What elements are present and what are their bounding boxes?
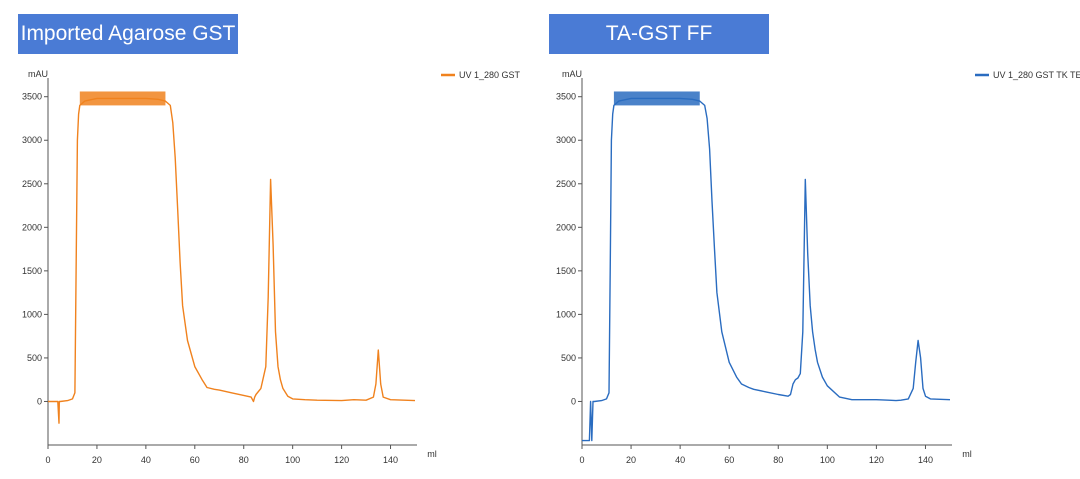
chart-right: 0 500 1000 1500 2000 2500 3000 3500 0 20 40 60 80 100… bbox=[556, 69, 1080, 465]
y-tick-label: 3000 bbox=[556, 135, 576, 145]
y-tick-label: 2000 bbox=[22, 222, 42, 232]
x-axis-label: ml bbox=[962, 449, 972, 459]
x-tick-label: 40 bbox=[141, 455, 151, 465]
x-tick-label: 20 bbox=[626, 455, 636, 465]
y-tick-label: 1500 bbox=[22, 266, 42, 276]
series-line bbox=[582, 97, 951, 442]
x-tick-label: 100 bbox=[285, 455, 300, 465]
x-tick-label: 120 bbox=[869, 455, 884, 465]
series-plateau-band bbox=[613, 91, 700, 106]
x-tick-label: 0 bbox=[579, 455, 584, 465]
x-tick-label: 140 bbox=[383, 455, 398, 465]
y-tick-label: 1000 bbox=[22, 309, 42, 319]
chart-title-left: Imported Agarose GST bbox=[18, 14, 238, 54]
chart-title-right: TA-GST FF bbox=[549, 14, 769, 54]
x-axis-label: ml bbox=[427, 449, 437, 459]
series-line bbox=[48, 97, 416, 424]
x-tick-label: 100 bbox=[820, 455, 835, 465]
y-tick-label: 500 bbox=[27, 353, 42, 363]
y-tick-label: 3500 bbox=[556, 92, 576, 102]
y-tick-label: 2500 bbox=[556, 179, 576, 189]
y-tick-label: 1000 bbox=[556, 309, 576, 319]
x-tick-label: 0 bbox=[45, 455, 50, 465]
y-tick-label: 2000 bbox=[556, 222, 576, 232]
x-tick-label: 140 bbox=[918, 455, 933, 465]
legend-label: UV 1_280 GST bbox=[459, 70, 521, 80]
y-axis-label: mAU bbox=[28, 69, 48, 79]
series-plateau-band bbox=[79, 91, 166, 106]
y-tick-label: 0 bbox=[37, 396, 42, 406]
y-tick-label: 1500 bbox=[556, 266, 576, 276]
x-tick-label: 80 bbox=[773, 455, 783, 465]
y-tick-label: 500 bbox=[561, 353, 576, 363]
y-tick-label: 3000 bbox=[22, 135, 42, 145]
x-tick-label: 20 bbox=[92, 455, 102, 465]
x-tick-label: 80 bbox=[239, 455, 249, 465]
x-tick-label: 120 bbox=[334, 455, 349, 465]
y-axis-label: mAU bbox=[562, 69, 582, 79]
x-tick-label: 60 bbox=[724, 455, 734, 465]
x-tick-label: 60 bbox=[190, 455, 200, 465]
chart-left: 0 500 1000 1500 2000 2500 3000 3500 0 20 40 60 80 100… bbox=[22, 69, 521, 465]
legend-label: UV 1_280 GST TK TEST bbox=[993, 70, 1080, 80]
y-tick-label: 3500 bbox=[22, 92, 42, 102]
y-tick-label: 2500 bbox=[22, 179, 42, 189]
y-tick-label: 0 bbox=[571, 396, 576, 406]
x-tick-label: 40 bbox=[675, 455, 685, 465]
